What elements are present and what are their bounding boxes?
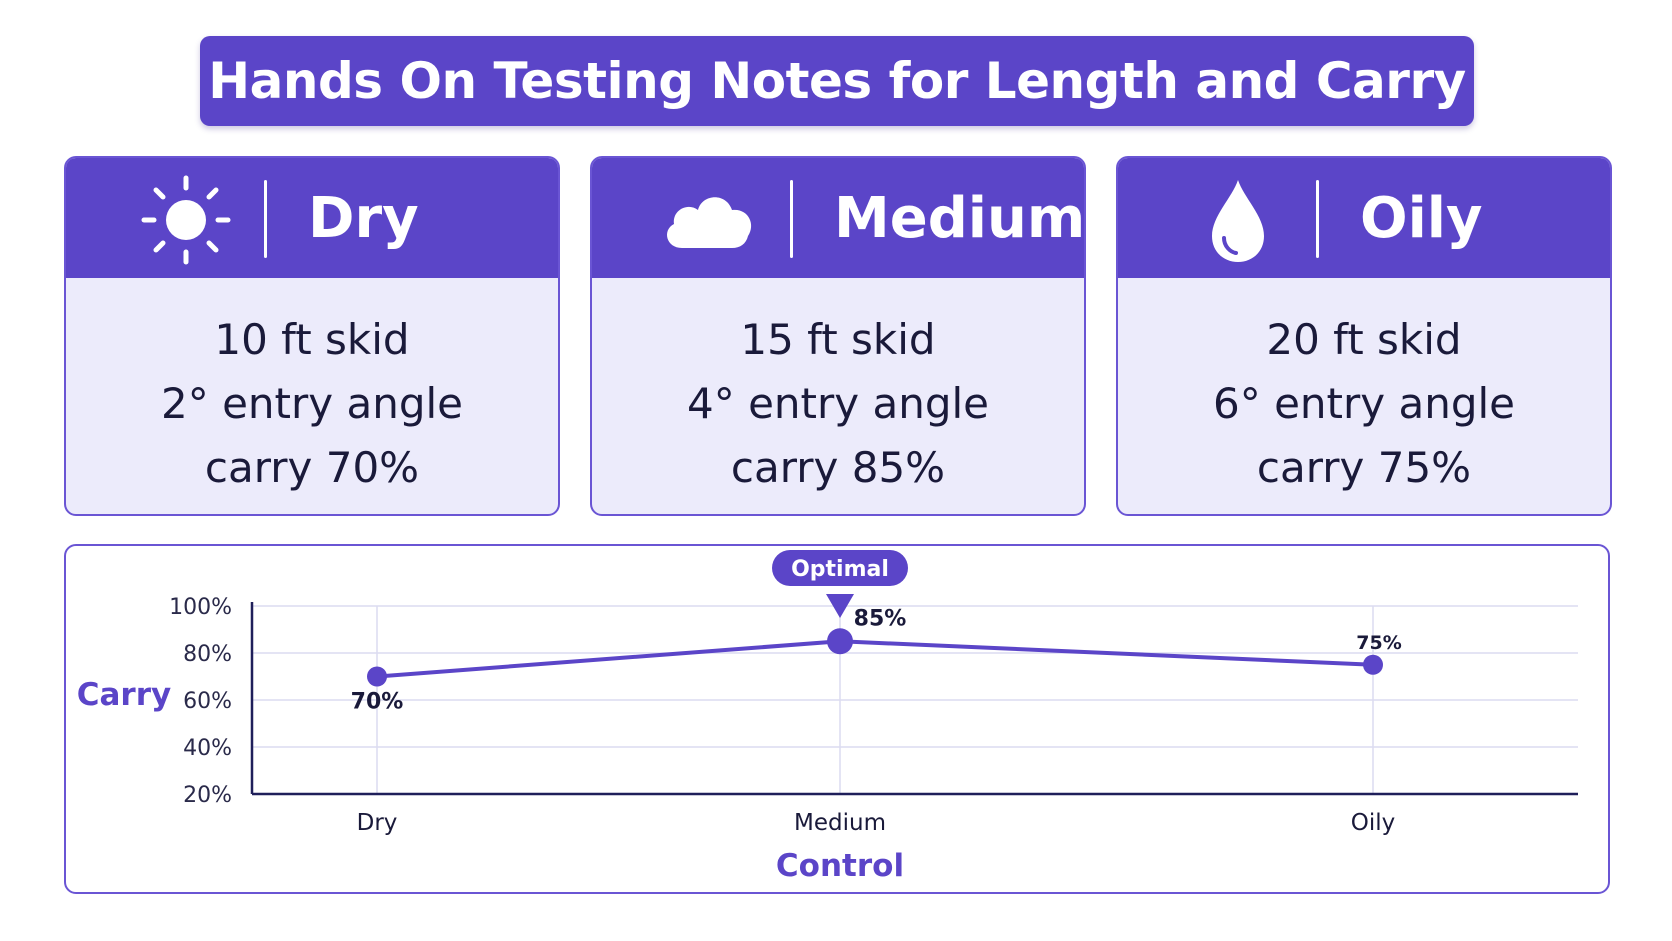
skid-length: 10 ft skid	[214, 315, 410, 364]
x-tick-label: Oily	[1351, 810, 1396, 836]
header-divider	[264, 180, 267, 258]
card-body: 10 ft skid 2° entry angle carry 70%	[66, 278, 558, 500]
carry-value: carry 75%	[1256, 443, 1472, 492]
data-label: 85%	[854, 606, 907, 631]
card-oily: Oily 20 ft skid 6° entry angle carry 75%	[1116, 156, 1612, 516]
droplet-icon	[1212, 180, 1264, 262]
y-axis-title: Carry	[77, 677, 171, 713]
data-label: 70%	[351, 690, 404, 715]
optimal-pointer	[826, 594, 854, 618]
entry-angle: 6° entry angle	[1213, 379, 1515, 428]
card-body: 15 ft skid 4° entry angle carry 85%	[592, 278, 1084, 500]
sun-icon	[141, 175, 231, 265]
entry-angle: 2° entry angle	[161, 379, 463, 428]
card-title: Dry	[308, 185, 419, 251]
card-header: Medium	[592, 158, 1084, 278]
x-axis-title: Control	[776, 848, 904, 884]
card-title: Oily	[1360, 185, 1483, 251]
x-tick-label: Dry	[357, 810, 398, 836]
page-title: Hands On Testing Notes for Length and Ca…	[208, 52, 1466, 110]
optimal-badge	[772, 550, 908, 586]
data-point	[367, 666, 387, 687]
skid-length: 20 ft skid	[1266, 315, 1462, 364]
cloud-icon	[667, 197, 752, 248]
y-tick-label: 80%	[183, 642, 232, 667]
data-point	[827, 628, 853, 655]
header-divider	[1316, 180, 1319, 258]
skid-length: 15 ft skid	[740, 315, 936, 364]
optimal-badge-label: Optimal	[791, 557, 889, 582]
card-header: Oily	[1118, 158, 1610, 278]
data-point	[1363, 654, 1383, 675]
y-tick-label: 100%	[169, 595, 232, 620]
y-tick-label: 60%	[183, 689, 232, 714]
carry-value: carry 70%	[204, 443, 420, 492]
x-tick-label: Medium	[794, 810, 886, 836]
data-label: 75%	[1356, 632, 1401, 654]
card-dry: Dry 10 ft skid 2° entry angle carry 70%	[64, 156, 560, 516]
card-header: Dry	[66, 158, 558, 278]
y-tick-label: 20%	[183, 783, 232, 808]
carry-value: carry 85%	[730, 443, 946, 492]
card-title: Medium	[834, 185, 1086, 251]
title-banner: Hands On Testing Notes for Length and Ca…	[200, 36, 1474, 126]
series-line	[376, 639, 1374, 679]
header-divider	[790, 180, 793, 258]
card-body: 20 ft skid 6° entry angle carry 75%	[1118, 278, 1610, 500]
card-medium: Medium 15 ft skid 4° entry angle carry 8…	[590, 156, 1086, 516]
y-tick-label: 40%	[183, 736, 232, 761]
entry-angle: 4° entry angle	[687, 379, 989, 428]
